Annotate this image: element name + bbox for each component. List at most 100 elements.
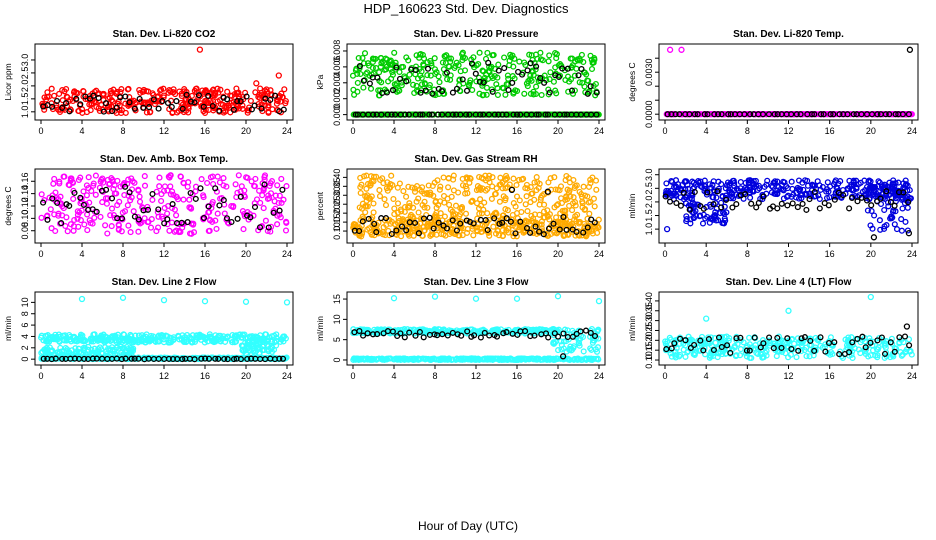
x-tick-label: 0 (38, 249, 43, 259)
data-point (400, 188, 407, 195)
data-point (412, 66, 419, 74)
data-point (580, 58, 587, 66)
x-tick-label: 4 (391, 126, 396, 136)
data-point (192, 85, 199, 92)
data-point (372, 64, 380, 72)
data-point (242, 298, 250, 305)
data-point (282, 100, 289, 107)
data-point (491, 72, 498, 80)
data-point (581, 83, 588, 90)
data-point (187, 98, 195, 105)
data-point (261, 87, 269, 94)
panel-title: Stan. Dev. Sample Flow (733, 154, 845, 165)
data-point (899, 205, 906, 212)
x-tick-label: 16 (825, 249, 835, 259)
data-point (224, 88, 231, 95)
data-point (527, 60, 534, 67)
data-point (367, 85, 375, 92)
data-point (370, 200, 377, 207)
data-point (179, 105, 186, 112)
y-tick-label: 1.5 (644, 209, 654, 222)
y-tick-label: 1.0 (20, 106, 30, 119)
data-point (156, 183, 163, 190)
data-point (357, 70, 364, 78)
chart-panel: Stan. Dev. Amb. Box Temp.0 4 8 12 16 20 240.08… (3, 154, 294, 259)
data-point (533, 63, 540, 70)
data-point (423, 88, 430, 95)
x-tick-label: 20 (553, 126, 563, 136)
data-point (196, 46, 204, 53)
data-point (415, 209, 422, 216)
data-point (426, 111, 433, 118)
chart-panel: Stan. Dev. Li-820 Temp.0 4 8 12 16 20 240.0000… (627, 29, 919, 136)
data-point (197, 185, 204, 192)
data-point (419, 51, 426, 58)
data-point (765, 111, 773, 118)
data-point (483, 111, 490, 118)
data-point (211, 92, 218, 99)
data-point (431, 55, 438, 62)
data-point (547, 69, 554, 76)
x-tick-label: 8 (745, 249, 750, 259)
data-point (56, 90, 63, 97)
data-point (501, 54, 508, 61)
data-point (521, 90, 528, 97)
data-point (381, 66, 388, 73)
data-point (66, 108, 73, 115)
series-points (38, 294, 291, 363)
data-point (462, 210, 470, 217)
data-point (459, 57, 466, 64)
y-tick-label: 1.5 (20, 93, 30, 106)
data-point (521, 59, 528, 66)
data-point (704, 111, 711, 118)
data-point (568, 87, 576, 94)
data-point (876, 217, 883, 224)
data-point (468, 111, 475, 118)
x-tick-label: 24 (594, 126, 604, 136)
data-point (447, 72, 454, 79)
y-tick-label: 0.002 (332, 87, 342, 110)
data-point (527, 72, 534, 79)
series-points (39, 46, 289, 117)
data-point (469, 86, 476, 94)
data-point (376, 187, 383, 194)
data-point (499, 111, 506, 118)
x-tick-label: 8 (120, 249, 125, 259)
data-point (868, 202, 875, 209)
data-point (545, 58, 552, 65)
data-point (234, 98, 241, 105)
data-point (555, 62, 562, 69)
data-point (84, 227, 91, 234)
data-point (533, 83, 540, 90)
data-point (476, 78, 483, 85)
x-tick-label: 16 (825, 126, 835, 136)
data-point (513, 181, 520, 189)
x-tick-label: 4 (704, 249, 709, 259)
data-point (504, 72, 511, 79)
data-point (100, 108, 107, 115)
data-point (48, 225, 55, 232)
data-point (584, 77, 591, 84)
data-point (771, 111, 778, 118)
data-point (403, 54, 410, 61)
data-point (52, 189, 59, 196)
data-point (414, 75, 422, 82)
data-point (137, 89, 144, 96)
data-point (125, 222, 132, 229)
data-point (541, 79, 548, 86)
data-point (395, 111, 402, 118)
data-point (158, 197, 165, 205)
y-axis-label: ml/min (627, 193, 637, 218)
data-point (727, 111, 734, 118)
data-point (811, 111, 818, 118)
data-point (360, 60, 368, 67)
x-tick-label: 16 (512, 126, 522, 136)
data-point (892, 111, 899, 118)
data-point (850, 111, 857, 118)
data-point (274, 182, 281, 189)
panel-title: Stan. Dev. Line 3 Flow (424, 277, 529, 288)
x-tick-label: 4 (79, 126, 84, 136)
y-tick-label: 0.14 (20, 185, 30, 203)
data-point (559, 65, 566, 72)
y-tick-label: 0.08 (20, 222, 30, 240)
